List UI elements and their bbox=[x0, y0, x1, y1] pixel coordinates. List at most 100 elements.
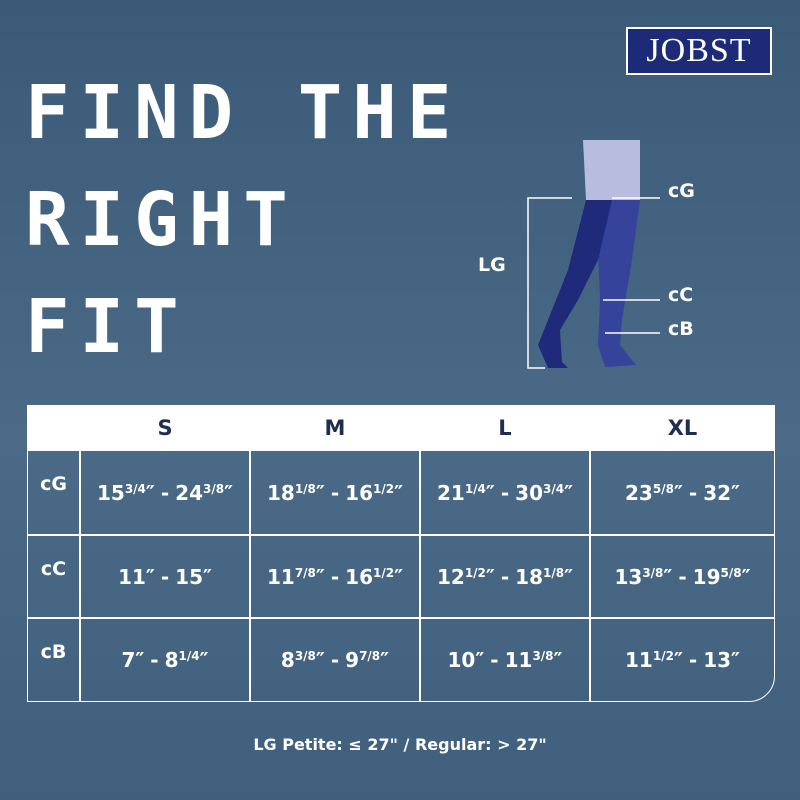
whole: 11 bbox=[504, 648, 533, 672]
inch-mark: ″ bbox=[673, 480, 683, 505]
fraction: 3/8 bbox=[642, 565, 664, 580]
corner-cell bbox=[27, 405, 80, 450]
inch-mark: ″ bbox=[315, 648, 325, 672]
fraction: 1/8 bbox=[543, 565, 565, 580]
whole: 9 bbox=[345, 648, 360, 672]
whole: 15 bbox=[175, 564, 203, 589]
whole: 19 bbox=[692, 564, 721, 589]
row-label: cC bbox=[27, 535, 80, 618]
diagram-label: cC bbox=[668, 284, 694, 306]
separator: - bbox=[688, 480, 698, 505]
separator: - bbox=[678, 564, 687, 589]
size-cell: 18 1/8 ″ -16 1/2 ″ bbox=[250, 450, 420, 535]
inch-mark: ″ bbox=[731, 480, 740, 505]
inch-mark: ″ bbox=[315, 480, 325, 505]
fraction: 7/8 bbox=[359, 649, 381, 663]
measure-lines bbox=[527, 197, 660, 369]
title-line: RIGHT bbox=[25, 177, 298, 263]
whole: 11 bbox=[118, 564, 146, 589]
column-header: XL bbox=[590, 405, 775, 450]
inch-mark: ″ bbox=[673, 648, 683, 672]
logo: JOBST bbox=[626, 27, 772, 75]
inch-mark: ″ bbox=[475, 648, 485, 672]
inch-mark: ″ bbox=[731, 648, 740, 672]
whole: 7 bbox=[121, 648, 136, 672]
inch-mark: ″ bbox=[564, 480, 574, 505]
fraction: 5/8 bbox=[652, 481, 674, 496]
size-cell: 21 1/4 ″ -30 3/4 ″ bbox=[420, 450, 590, 535]
whole: 30 bbox=[515, 480, 543, 505]
inch-mark: ″ bbox=[485, 564, 495, 589]
fraction: 1/2 bbox=[652, 649, 674, 663]
diagram-label: LG bbox=[478, 254, 506, 276]
inch-mark: ″ bbox=[553, 648, 563, 672]
fraction: 7/8 bbox=[294, 565, 316, 580]
fraction: 5/8 bbox=[720, 565, 742, 580]
diagram-label: cG bbox=[668, 180, 695, 202]
fraction: 1/4 bbox=[464, 481, 486, 496]
inch-mark: ″ bbox=[564, 564, 574, 589]
fraction: 3/4 bbox=[543, 481, 565, 496]
inch-mark: ″ bbox=[394, 480, 404, 505]
row-label: cB bbox=[27, 618, 80, 702]
whole: 10 bbox=[447, 648, 476, 672]
size-cell: 11 1/2 ″ -13 ″ bbox=[590, 618, 775, 702]
whole: 16 bbox=[345, 480, 373, 505]
inch-mark: ″ bbox=[394, 564, 404, 589]
inch-mark: ″ bbox=[224, 480, 234, 505]
whole: 23 bbox=[625, 480, 653, 505]
fraction: 1/2 bbox=[464, 565, 486, 580]
fraction: 3/4 bbox=[124, 481, 146, 496]
inch-mark: ″ bbox=[145, 480, 155, 505]
fraction: 1/2 bbox=[373, 481, 395, 496]
diagram-label: cB bbox=[668, 318, 694, 340]
size-cell: 13 3/8 ″ -19 5/8 ″ bbox=[590, 535, 775, 618]
whole: 21 bbox=[436, 480, 465, 505]
whole: 13 bbox=[614, 564, 643, 589]
fraction: 3/8 bbox=[203, 481, 225, 496]
whole: 24 bbox=[175, 480, 203, 505]
inch-mark: ″ bbox=[199, 648, 209, 672]
column-header: M bbox=[250, 405, 420, 450]
size-cell: 8 3/8 ″ -9 7/8 ″ bbox=[250, 618, 420, 702]
inch-mark: ″ bbox=[663, 564, 673, 589]
size-cell: 11 ″ -15 ″ bbox=[80, 535, 250, 618]
inch-mark: ″ bbox=[135, 648, 145, 672]
separator: - bbox=[500, 480, 510, 505]
size-cell: 10 ″ -11 3/8 ″ bbox=[420, 618, 590, 702]
inch-mark: ″ bbox=[741, 564, 751, 589]
whole: 8 bbox=[280, 648, 295, 672]
shorts bbox=[583, 140, 640, 200]
separator: - bbox=[688, 648, 698, 672]
fraction: 3/8 bbox=[294, 649, 316, 663]
inch-mark: ″ bbox=[315, 564, 325, 589]
separator: - bbox=[330, 564, 340, 589]
whole: 8 bbox=[164, 648, 179, 672]
column-header: L bbox=[420, 405, 590, 450]
size-cell: 12 1/2 ″ -18 1/8 ″ bbox=[420, 535, 590, 618]
whole: 18 bbox=[266, 480, 295, 505]
separator: - bbox=[160, 564, 170, 589]
title-line: FIT bbox=[25, 284, 189, 370]
inch-mark: ″ bbox=[380, 648, 390, 672]
column-header: S bbox=[80, 405, 250, 450]
size-cell: 7 ″ -8 1/4 ″ bbox=[80, 618, 250, 702]
fraction: 1/8 bbox=[294, 481, 316, 496]
fraction: 3/8 bbox=[532, 649, 554, 663]
footer: LG Petite: ≤ 27" / Regular: > 27" bbox=[253, 735, 547, 754]
whole: 11 bbox=[625, 648, 653, 672]
inch-mark: ″ bbox=[145, 564, 155, 589]
whole: 11 bbox=[266, 564, 295, 589]
title-line: FIND THE bbox=[25, 70, 462, 156]
separator: - bbox=[160, 480, 170, 505]
separator: - bbox=[330, 480, 340, 505]
leg-front bbox=[538, 200, 612, 368]
whole: 32 bbox=[703, 480, 732, 505]
whole: 16 bbox=[345, 564, 373, 589]
separator: - bbox=[330, 648, 340, 672]
inch-mark: ″ bbox=[203, 564, 212, 589]
separator: - bbox=[490, 648, 499, 672]
whole: 12 bbox=[436, 564, 465, 589]
whole: 18 bbox=[515, 564, 543, 589]
